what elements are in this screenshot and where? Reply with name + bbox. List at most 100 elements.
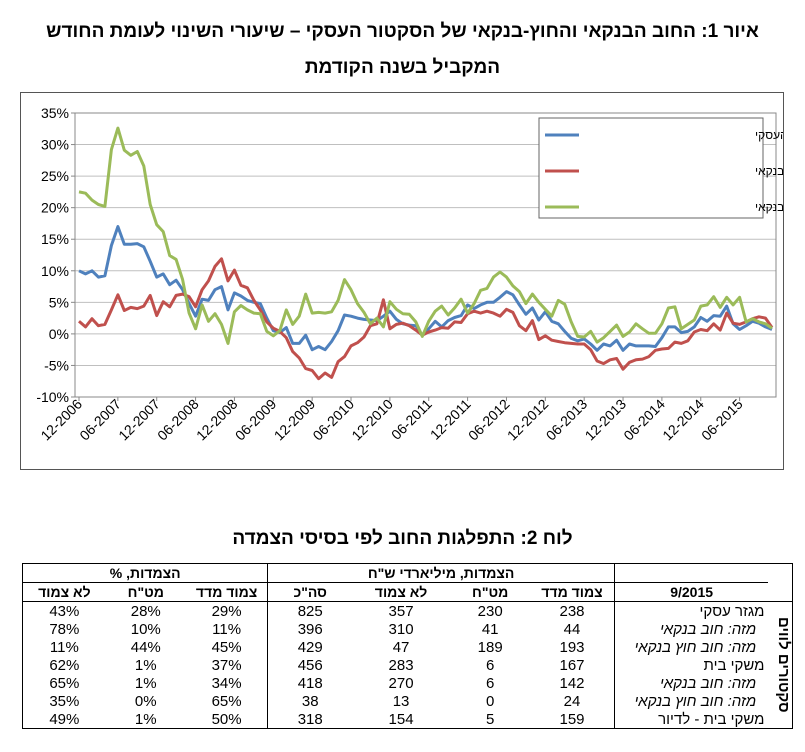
y-tick-label: 20% xyxy=(41,200,69,216)
table-cell: 43% xyxy=(21,601,106,620)
x-tick-label: 12-2013 xyxy=(582,396,630,444)
table-cell: 11% xyxy=(212,620,242,638)
table-cell: 396 xyxy=(267,620,352,638)
table-row: מזה: חוב בנקאי 142 6 270 418 34% 1% 65% xyxy=(21,674,793,692)
table-cell: 167 xyxy=(559,656,585,674)
table-title: לוח 2: התפלגות החוב לפי בסיסי הצמדה xyxy=(232,528,573,549)
table-cell: 429 xyxy=(267,638,352,656)
y-tick-label: -5% xyxy=(44,357,69,373)
y-tick-label: 5% xyxy=(49,294,69,310)
legend xyxy=(538,117,764,219)
table-cell: 62% xyxy=(21,656,106,674)
table-cell: 10% xyxy=(130,620,161,638)
x-tick-label: 06-2015 xyxy=(698,396,746,444)
table-cell: 283 xyxy=(388,656,414,674)
y-tick-label: 0% xyxy=(49,326,69,342)
column-header: לא צמוד xyxy=(21,582,106,602)
x-tick-label: 12-2007 xyxy=(115,396,163,444)
x-tick-label: 12-2011 xyxy=(427,396,474,443)
x-tick-label: 06-2013 xyxy=(543,396,591,444)
series-line xyxy=(78,126,773,345)
table-row: סקטורים לווים מגזר עסקי 238 230 357 825 29% 28%… xyxy=(21,601,794,729)
date-header: 9/2015 xyxy=(613,582,769,602)
x-tick-label: 06-2010 xyxy=(309,396,357,444)
column-header: לא צמוד xyxy=(352,582,451,602)
column-header: צמוד מדד xyxy=(185,582,268,602)
table-cell: 1% xyxy=(134,656,157,674)
table-cell: 65% xyxy=(211,692,242,710)
table-cell: 154 xyxy=(352,710,451,729)
table-cell: 270 xyxy=(388,674,414,692)
table-cell: 310 xyxy=(388,620,414,638)
table-cell: 28% xyxy=(130,602,161,620)
row-label: מזה: חוב חוץ בנקאי xyxy=(613,692,769,710)
plot-area xyxy=(74,112,777,398)
table-cell: 50% xyxy=(185,710,268,729)
table-cell: 0 xyxy=(485,692,495,710)
table-cell: 456 xyxy=(267,656,352,674)
row-label: מזה: חוב חוץ בנקאי xyxy=(613,638,769,656)
column-header: צמוד מדד xyxy=(530,582,615,602)
table-cell: 1% xyxy=(105,710,186,729)
table-cell: 34% xyxy=(211,674,242,692)
header-row-groups: הצמדות, מיליארדי ש"ח הצמדות, % xyxy=(21,563,794,583)
row-label: מזה: חוב בנקאי xyxy=(613,620,769,638)
row-label: מזה: חוב בנקאי xyxy=(613,674,769,692)
x-tick-label: 12-2012 xyxy=(504,396,552,444)
series-line xyxy=(78,257,774,381)
table-cell: 357 xyxy=(388,602,414,620)
table-cell: 41 xyxy=(481,620,499,638)
table-cell: 65% xyxy=(21,674,106,692)
y-tick-label: 35% xyxy=(41,105,69,121)
table-cell: 6 xyxy=(485,656,495,674)
group-header-billions: הצמדות, מיליארדי ש"ח xyxy=(267,563,615,583)
table-cell: 49% xyxy=(21,710,106,729)
x-tick-label: 06-2008 xyxy=(154,396,202,444)
legend-label: חוץ בנקאי xyxy=(755,200,783,214)
table-cell: 37% xyxy=(211,656,242,674)
column-header: מט"ח xyxy=(105,582,186,602)
table-cell: 142 xyxy=(559,674,585,692)
table-cell: 0% xyxy=(134,692,157,710)
line-chart: -10%-5%0%5%10%15%20%25%30%35%12-200606-2… xyxy=(36,105,783,444)
x-tick-label: 12-2010 xyxy=(348,396,396,444)
header-row-columns: 9/2015 צמוד מדד מט"ח לא צמוד סה"כ צמוד מדד מט"… xyxy=(21,582,794,602)
y-tick-label: 30% xyxy=(41,137,69,153)
x-tick-label: 12-2008 xyxy=(193,396,241,444)
column-header: מט"ח xyxy=(450,582,531,602)
table-cell: 78% xyxy=(21,620,106,638)
header-blank xyxy=(613,563,769,583)
table-cell: 6 xyxy=(485,674,495,692)
table-cell: 11% xyxy=(21,638,106,656)
table-cell: 230 xyxy=(477,602,503,620)
table-cell: 1% xyxy=(134,674,157,692)
table-cell: 47 xyxy=(392,638,410,656)
legend-label: בנקאי xyxy=(755,164,783,178)
table-cell: 318 xyxy=(267,710,352,729)
table-cell: 44 xyxy=(563,620,581,638)
row-label: משקי בית - לדיור xyxy=(613,710,769,729)
header-blank xyxy=(768,582,794,602)
table-cell: 238 xyxy=(559,602,585,620)
legend-label: סך החוב של הסקטור העסקי xyxy=(755,128,783,142)
table-cell: 35% xyxy=(21,692,106,710)
side-label-cell: סקטורים לווים xyxy=(768,601,794,729)
column-header: סה"כ xyxy=(267,582,352,602)
table-cell: 45% xyxy=(211,638,242,656)
debt-table: הצמדות, מיליארדי ש"ח הצמדות, % 9/2015 צמוד … xyxy=(21,563,794,729)
table-cell: 189 xyxy=(477,638,503,656)
table-row: מזה: חוב חוץ בנקאי 193 189 47 429 45% 44% 11% xyxy=(21,638,793,656)
side-label: סקטורים לווים xyxy=(775,617,792,713)
group-header-percent: הצמדות, % xyxy=(21,563,268,583)
x-tick-label: 12-2009 xyxy=(271,396,319,444)
table-cell: 5 xyxy=(450,710,531,729)
x-tick-label: 12-2014 xyxy=(659,396,707,444)
x-tick-label: 06-2014 xyxy=(620,396,668,444)
table-row: מזה: חוב חוץ בנקאי 24 0 13 38 65% 0% 35% xyxy=(21,692,793,710)
table-cell: 24 xyxy=(563,692,581,710)
table-row: מזה: חוב בנקאי 44 41 310 396 11% 10% 78% xyxy=(21,620,793,638)
table-cell: 38 xyxy=(267,692,352,710)
table-row: משקי בית 167 6 283 456 37% 1% 62% xyxy=(21,656,793,674)
table-row: משקי בית - לדיור 159 5 154 318 50% 1% 49% xyxy=(21,710,793,729)
header-blank xyxy=(768,563,794,583)
